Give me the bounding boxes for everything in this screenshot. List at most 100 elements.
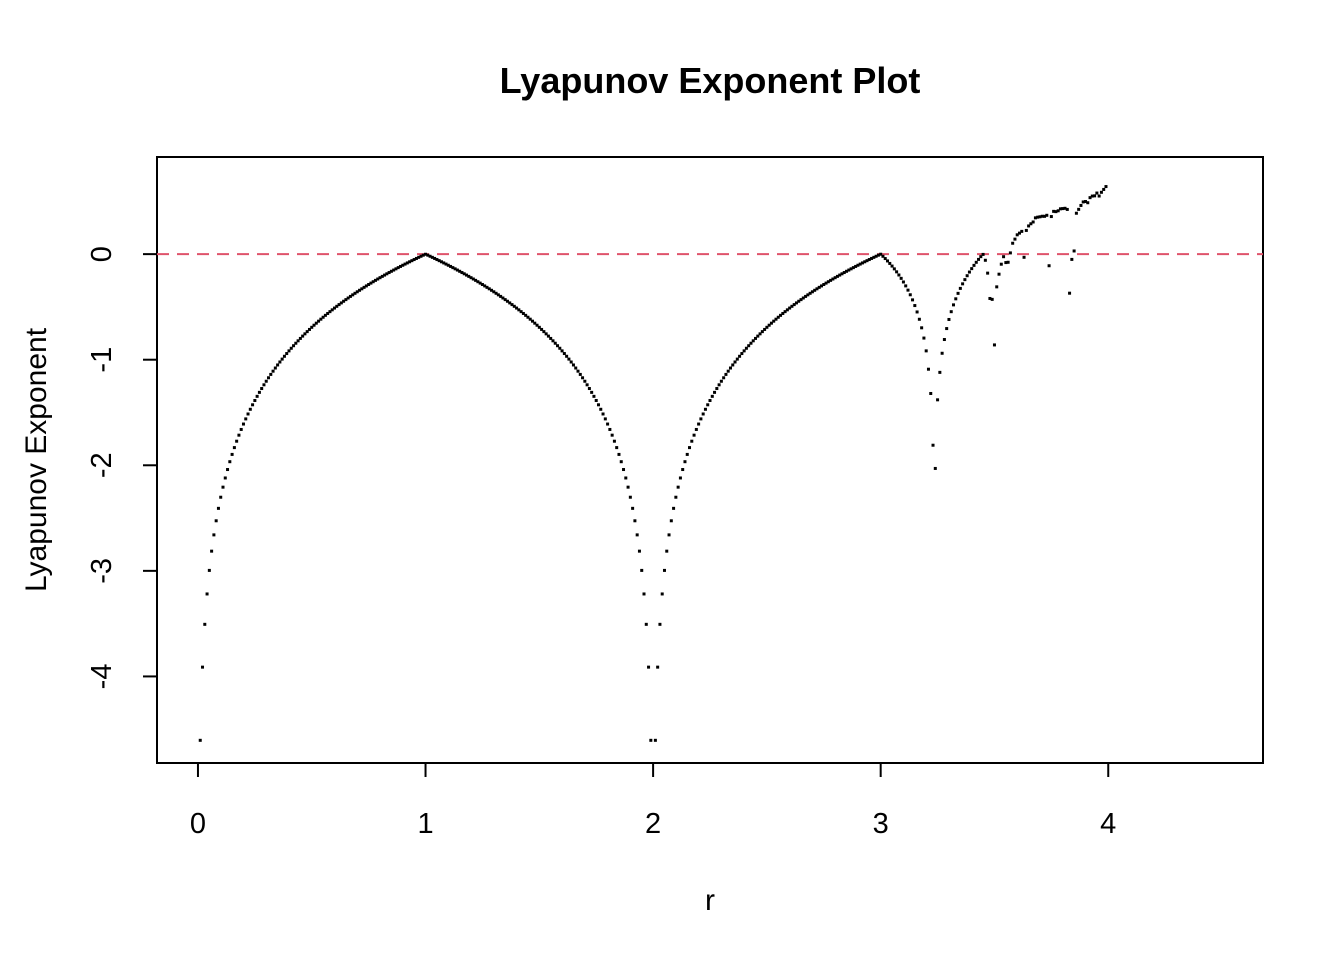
data-point xyxy=(961,282,965,286)
data-point xyxy=(986,271,990,275)
data-point xyxy=(399,264,403,268)
data-point xyxy=(449,264,453,268)
data-point xyxy=(915,310,919,314)
data-point xyxy=(831,277,835,281)
data-point xyxy=(653,738,657,742)
data-point xyxy=(938,370,942,374)
data-point xyxy=(355,290,359,294)
data-point xyxy=(1054,210,1058,214)
data-point xyxy=(710,394,714,398)
data-point xyxy=(1065,207,1069,211)
data-point xyxy=(296,339,300,343)
data-point xyxy=(977,257,981,261)
data-point xyxy=(735,357,739,361)
data-point xyxy=(515,306,519,310)
data-point xyxy=(1056,209,1060,213)
data-point xyxy=(273,366,277,370)
data-point xyxy=(826,280,830,284)
data-point xyxy=(981,252,985,256)
data-point xyxy=(412,258,416,262)
data-point xyxy=(367,283,371,287)
data-point xyxy=(1095,191,1099,195)
data-point xyxy=(501,296,505,300)
data-point xyxy=(963,278,967,282)
data-point xyxy=(540,327,544,331)
data-point xyxy=(970,267,974,271)
data-point xyxy=(1043,214,1047,218)
data-point xyxy=(246,412,250,416)
data-point xyxy=(517,308,521,312)
data-point xyxy=(385,272,389,276)
data-point xyxy=(369,281,373,285)
data-point xyxy=(895,270,899,274)
data-point xyxy=(426,253,430,257)
data-point xyxy=(747,344,751,348)
data-point xyxy=(708,398,712,402)
data-point xyxy=(820,284,824,288)
data-point xyxy=(1058,207,1062,211)
data-point xyxy=(1036,215,1040,219)
x-tick-label: 2 xyxy=(645,808,661,840)
data-point xyxy=(551,339,555,343)
data-point xyxy=(207,568,211,572)
data-point xyxy=(660,592,664,596)
data-point xyxy=(333,306,337,310)
data-point xyxy=(453,267,457,271)
data-point xyxy=(754,336,758,340)
data-point xyxy=(1015,233,1019,237)
data-point xyxy=(505,299,509,303)
data-point xyxy=(219,495,223,499)
data-point xyxy=(749,341,753,345)
data-point xyxy=(624,476,628,480)
data-point xyxy=(496,293,500,297)
data-point xyxy=(990,297,994,301)
data-point xyxy=(464,273,468,277)
data-point xyxy=(926,367,930,371)
data-point xyxy=(301,334,305,338)
data-point xyxy=(1013,237,1017,241)
data-point xyxy=(1040,214,1044,218)
data-point xyxy=(751,339,755,343)
data-point xyxy=(767,323,771,327)
data-point xyxy=(756,334,760,338)
data-point xyxy=(763,327,767,331)
data-point xyxy=(471,277,475,281)
data-point xyxy=(253,398,257,402)
data-point xyxy=(617,452,621,456)
data-point xyxy=(439,260,443,264)
data-point xyxy=(403,262,407,266)
data-point xyxy=(248,407,252,411)
data-point xyxy=(842,271,846,275)
data-point xyxy=(287,349,291,353)
data-point xyxy=(724,372,728,376)
data-point xyxy=(380,274,384,278)
data-point xyxy=(813,288,817,292)
data-point xyxy=(870,256,874,260)
data-point xyxy=(255,394,259,398)
data-point xyxy=(524,313,528,317)
data-point xyxy=(706,403,710,407)
data-point xyxy=(203,622,207,626)
data-point xyxy=(890,264,894,268)
data-point xyxy=(824,281,828,285)
data-point xyxy=(1074,211,1078,215)
data-point xyxy=(879,252,883,256)
data-point xyxy=(383,273,387,277)
data-point xyxy=(433,256,437,260)
data-point xyxy=(1031,220,1035,224)
data-point xyxy=(485,285,489,289)
data-point xyxy=(972,263,976,267)
data-point xyxy=(1081,200,1085,204)
y-tick-label: -2 xyxy=(86,452,118,478)
data-point xyxy=(722,376,726,380)
data-point xyxy=(549,336,553,340)
data-point xyxy=(210,549,214,553)
data-point xyxy=(444,262,448,266)
data-point xyxy=(622,468,626,472)
data-point xyxy=(1099,190,1103,194)
data-point xyxy=(335,304,339,308)
data-point xyxy=(995,285,999,289)
y-tick-label: -3 xyxy=(86,558,118,584)
data-point xyxy=(553,341,557,345)
data-point xyxy=(490,288,494,292)
